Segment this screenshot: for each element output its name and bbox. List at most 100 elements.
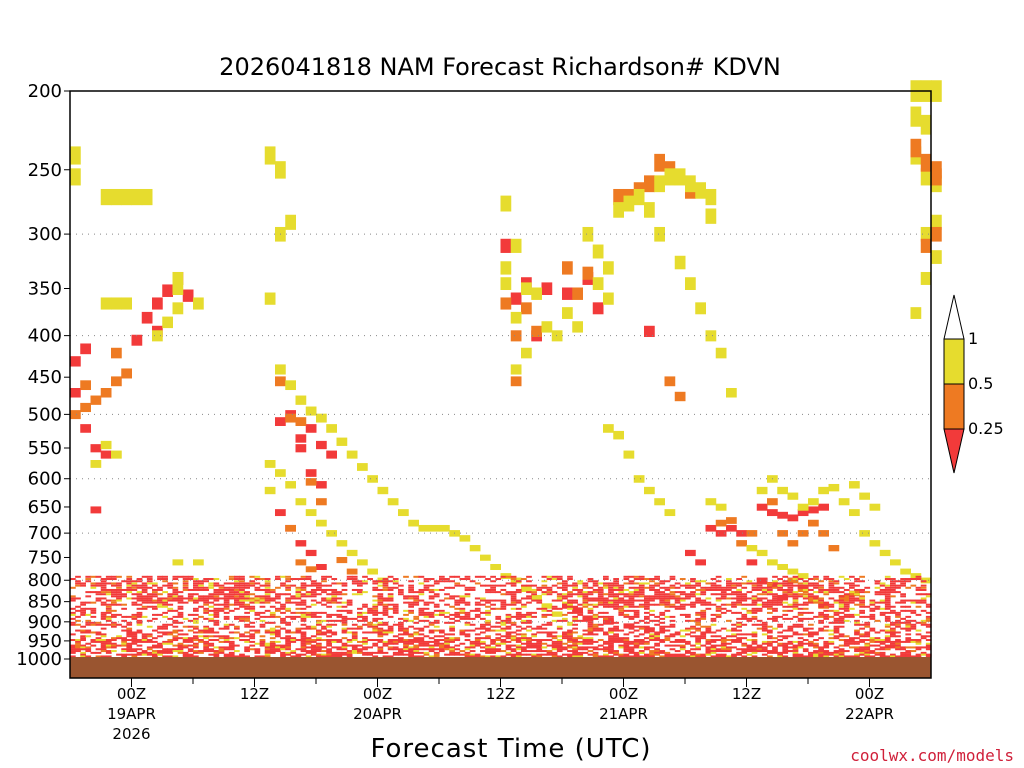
boundary-layer-cell xyxy=(818,601,824,604)
boundary-layer-cell xyxy=(121,629,127,632)
boundary-layer-cell xyxy=(177,601,184,604)
boundary-layer-cell xyxy=(608,617,614,620)
heatmap-cell xyxy=(644,175,655,193)
boundary-layer-cell xyxy=(608,631,614,634)
boundary-layer-cell xyxy=(239,603,245,606)
boundary-layer-cell xyxy=(346,578,353,581)
boundary-layer-cell xyxy=(198,631,204,634)
boundary-layer-cell xyxy=(105,611,112,614)
boundary-layer-cell xyxy=(597,627,604,630)
boundary-layer-cell xyxy=(362,605,368,608)
boundary-layer-cell xyxy=(526,639,532,642)
boundary-layer-cell xyxy=(808,617,814,620)
boundary-layer-cell xyxy=(100,633,107,636)
boundary-layer-cell xyxy=(223,637,230,640)
boundary-layer-cell xyxy=(787,593,794,596)
boundary-layer-cell xyxy=(439,578,445,581)
boundary-layer-cell xyxy=(136,586,143,589)
boundary-layer-cell xyxy=(623,609,630,612)
boundary-layer-cell xyxy=(572,651,578,654)
boundary-layer-cell xyxy=(382,621,389,624)
boundary-layer-cell xyxy=(167,655,174,658)
boundary-layer-cell xyxy=(843,613,850,616)
boundary-layer-cell xyxy=(377,584,384,587)
boundary-layer-cell xyxy=(146,578,153,581)
boundary-layer-cell xyxy=(105,619,112,622)
boundary-layer-cell xyxy=(562,595,568,598)
boundary-layer-cell xyxy=(890,627,896,630)
boundary-layer-cell xyxy=(562,582,568,585)
boundary-layer-cell xyxy=(669,578,676,581)
boundary-layer-cell xyxy=(546,650,553,653)
boundary-layer-cell xyxy=(485,609,491,612)
boundary-layer-cell xyxy=(521,578,527,581)
boundary-layer-cell xyxy=(792,631,799,634)
boundary-layer-cell xyxy=(172,621,179,624)
heatmap-cell xyxy=(920,153,932,172)
boundary-layer-cell xyxy=(618,653,625,656)
boundary-layer-cell xyxy=(280,607,286,610)
boundary-layer-cell xyxy=(213,595,220,598)
boundary-layer-cell xyxy=(95,651,102,654)
boundary-layer-cell xyxy=(633,599,640,602)
boundary-layer-cell xyxy=(874,601,881,604)
boundary-layer-cell xyxy=(649,584,655,587)
boundary-layer-cell xyxy=(474,627,481,630)
boundary-layer-cell xyxy=(203,588,209,591)
boundary-layer-cell xyxy=(254,601,261,604)
boundary-layer-cell xyxy=(259,578,266,581)
boundary-layer-cell xyxy=(925,619,932,622)
boundary-layer-cell xyxy=(731,635,737,638)
boundary-layer-cell xyxy=(818,653,824,656)
boundary-layer-cell xyxy=(131,635,138,638)
boundary-layer-cell xyxy=(295,611,302,614)
boundary-layer-cell xyxy=(474,607,481,610)
boundary-layer-cell xyxy=(136,629,143,632)
boundary-layer-cell xyxy=(239,655,245,658)
boundary-layer-cell xyxy=(567,605,573,608)
boundary-layer-cell xyxy=(316,655,322,658)
boundary-layer-cell xyxy=(454,651,461,654)
boundary-layer-cell xyxy=(244,646,250,649)
boundary-layer-cell xyxy=(316,615,322,618)
boundary-layer-cell xyxy=(690,648,696,651)
boundary-layer-cell xyxy=(116,595,122,598)
boundary-layer-cell xyxy=(623,593,630,596)
boundary-layer-cell xyxy=(167,651,174,654)
boundary-layer-cell xyxy=(290,637,297,640)
boundary-layer-cell xyxy=(515,599,522,602)
boundary-layer-cell xyxy=(80,653,86,656)
boundary-layer-cell xyxy=(884,584,891,587)
boundary-layer-cell xyxy=(746,603,753,606)
boundary-layer-cell xyxy=(884,611,891,614)
boundary-layer-cell xyxy=(905,619,912,622)
boundary-layer-cell xyxy=(249,582,256,585)
boundary-layer-cell xyxy=(638,582,645,585)
boundary-layer-cell xyxy=(900,593,906,596)
boundary-layer-cell xyxy=(695,613,701,616)
boundary-layer-cell xyxy=(111,609,117,612)
boundary-layer-cell xyxy=(321,625,327,628)
boundary-layer-cell xyxy=(300,613,307,616)
boundary-layer-cell xyxy=(633,582,640,585)
boundary-layer-cell xyxy=(556,593,563,596)
boundary-layer-cell xyxy=(444,637,450,640)
boundary-layer-cell xyxy=(372,655,379,658)
boundary-layer-cell xyxy=(685,655,691,658)
boundary-layer-cell xyxy=(792,651,799,654)
boundary-layer-cell xyxy=(833,609,840,612)
boundary-layer-cell xyxy=(797,582,804,585)
boundary-layer-cell xyxy=(551,651,558,654)
boundary-layer-cell xyxy=(710,619,717,622)
boundary-layer-cell xyxy=(464,593,471,596)
boundary-layer-cell xyxy=(85,646,92,649)
heatmap-cell xyxy=(305,424,317,433)
boundary-layer-cell xyxy=(146,639,153,642)
boundary-layer-cell xyxy=(679,578,686,581)
boundary-layer-cell xyxy=(162,584,168,587)
boundary-layer-cell xyxy=(449,597,455,600)
boundary-layer-cell xyxy=(121,619,127,622)
boundary-layer-cell xyxy=(603,633,609,636)
boundary-layer-cell xyxy=(869,640,876,643)
boundary-layer-cell xyxy=(244,599,250,602)
